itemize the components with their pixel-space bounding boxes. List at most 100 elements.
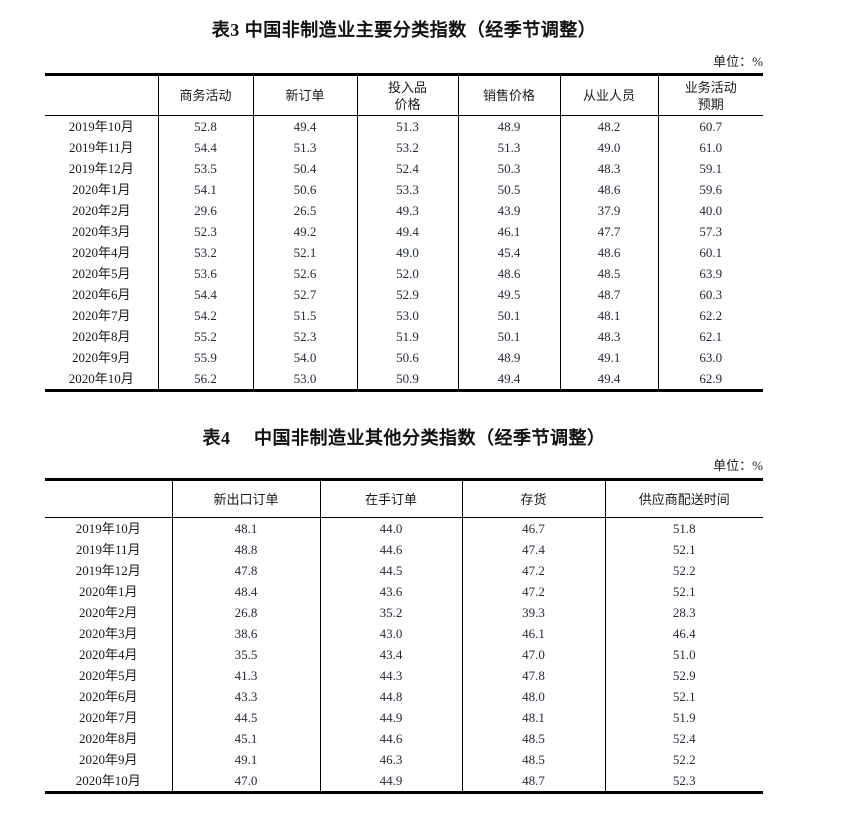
value-cell: 50.4 — [252, 158, 357, 179]
table-row: 2019年10月 52.8 49.4 51.3 48.9 48.2 60.7 — [45, 115, 763, 137]
value-cell: 29.6 — [157, 200, 253, 221]
value-cell: 60.3 — [657, 284, 763, 305]
value-cell: 55.9 — [157, 347, 253, 368]
period-cell: 2020年7月 — [78, 710, 138, 725]
value-cell: 53.3 — [356, 179, 458, 200]
value-cell: 59.6 — [657, 179, 763, 200]
value-cell: 48.6 — [457, 263, 560, 284]
period-cell: 2020年2月 — [78, 605, 138, 620]
column-header: 新订单 — [252, 74, 357, 116]
table-row: 2020年3月 52.3 49.2 49.4 46.1 47.7 57.3 — [45, 221, 763, 242]
value-cell: 52.8 — [157, 115, 253, 137]
value-cell: 51.3 — [457, 137, 560, 158]
value-cell: 53.2 — [157, 242, 253, 263]
value-cell: 46.7 — [461, 517, 605, 539]
value-cell: 47.0 — [171, 770, 320, 793]
value-cell: 39.3 — [461, 602, 605, 623]
value-cell: 52.2 — [604, 749, 763, 770]
value-cell: 51.8 — [604, 517, 763, 539]
value-cell: 62.2 — [657, 305, 763, 326]
value-cell: 63.9 — [657, 263, 763, 284]
period-cell: 2020年6月 — [78, 689, 138, 704]
period-cell: 2020年6月 — [71, 287, 131, 302]
value-cell: 52.4 — [356, 158, 458, 179]
period-cell: 2020年8月 — [71, 329, 131, 344]
table4: 新出口订单 在手订单 存货 供应商配送时间 2019年10月 48.1 44.0 46.7 5… — [45, 478, 763, 794]
value-cell: 47.7 — [559, 221, 658, 242]
value-cell: 48.5 — [559, 263, 658, 284]
period-cell: 2020年9月 — [71, 350, 131, 365]
value-cell: 50.3 — [457, 158, 560, 179]
value-cell: 48.1 — [461, 707, 605, 728]
value-cell: 51.9 — [356, 326, 458, 347]
value-cell: 46.1 — [457, 221, 560, 242]
value-cell: 52.9 — [604, 665, 763, 686]
value-cell: 50.1 — [457, 305, 560, 326]
value-cell: 53.5 — [157, 158, 253, 179]
value-cell: 38.6 — [171, 623, 320, 644]
value-cell: 52.2 — [604, 560, 763, 581]
value-cell: 46.4 — [604, 623, 763, 644]
period-cell: 2020年7月 — [71, 308, 131, 323]
value-cell: 48.9 — [457, 347, 560, 368]
header-row: 新出口订单 在手订单 存货 供应商配送时间 — [45, 479, 763, 518]
period-cell: 2020年5月 — [71, 266, 131, 281]
period-cell: 2020年2月 — [71, 203, 131, 218]
value-cell: 44.8 — [319, 686, 462, 707]
column-header: 商务活动 — [157, 74, 253, 116]
value-cell: 40.0 — [657, 200, 763, 221]
value-cell: 46.1 — [461, 623, 605, 644]
table3-body: 2019年10月 52.8 49.4 51.3 48.9 48.2 60.7 2019年11月… — [45, 115, 763, 391]
table-row: 2020年4月 35.5 43.4 47.0 51.0 — [45, 644, 763, 665]
period-cell: 2020年10月 — [75, 773, 141, 788]
value-cell: 44.5 — [319, 560, 462, 581]
corner-cell — [45, 479, 172, 518]
table3-title: 表3 中国非制造业主要分类指数（经季节调整） — [211, 20, 597, 40]
value-cell: 44.9 — [319, 770, 462, 793]
period-cell: 2020年9月 — [78, 752, 138, 767]
value-cell: 62.9 — [657, 368, 763, 391]
value-cell: 48.7 — [461, 770, 605, 793]
table-row: 2020年8月 45.1 44.6 48.5 52.4 — [45, 728, 763, 749]
column-header: 新出口订单 — [171, 479, 320, 518]
period-cell: 2019年10月 — [75, 521, 141, 536]
value-cell: 49.4 — [252, 115, 357, 137]
value-cell: 52.3 — [604, 770, 763, 793]
value-cell: 49.0 — [559, 137, 658, 158]
corner-cell — [45, 74, 158, 116]
value-cell: 48.6 — [559, 179, 658, 200]
value-cell: 53.2 — [356, 137, 458, 158]
table-row: 2020年1月 54.1 50.6 53.3 50.5 48.6 59.6 — [45, 179, 763, 200]
value-cell: 52.7 — [252, 284, 357, 305]
value-cell: 46.3 — [319, 749, 462, 770]
value-cell: 48.2 — [559, 115, 658, 137]
column-header: 供应商配送时间 — [604, 479, 763, 518]
value-cell: 43.3 — [171, 686, 320, 707]
period-cell: 2020年4月 — [71, 245, 131, 260]
period-cell: 2020年1月 — [78, 584, 138, 599]
value-cell: 60.1 — [657, 242, 763, 263]
period-cell: 2020年1月 — [71, 182, 131, 197]
table-row: 2020年3月 38.6 43.0 46.1 46.4 — [45, 623, 763, 644]
value-cell: 48.7 — [559, 284, 658, 305]
value-cell: 50.5 — [457, 179, 560, 200]
value-cell: 52.9 — [356, 284, 458, 305]
table-row: 2020年7月 44.5 44.9 48.1 51.9 — [45, 707, 763, 728]
table-row: 2020年2月 29.6 26.5 49.3 43.9 37.9 40.0 — [45, 200, 763, 221]
value-cell: 47.8 — [461, 665, 605, 686]
value-cell: 63.0 — [657, 347, 763, 368]
value-cell: 51.5 — [252, 305, 357, 326]
column-header: 在手订单 — [319, 479, 462, 518]
value-cell: 48.5 — [461, 749, 605, 770]
value-cell: 52.6 — [252, 263, 357, 284]
value-cell: 49.4 — [457, 368, 560, 391]
value-cell: 50.9 — [356, 368, 458, 391]
value-cell: 37.9 — [559, 200, 658, 221]
value-cell: 43.4 — [319, 644, 462, 665]
table-row: 2020年6月 43.3 44.8 48.0 52.1 — [45, 686, 763, 707]
column-header: 存货 — [461, 479, 605, 518]
value-cell: 43.0 — [319, 623, 462, 644]
value-cell: 50.1 — [457, 326, 560, 347]
value-cell: 52.1 — [604, 581, 763, 602]
